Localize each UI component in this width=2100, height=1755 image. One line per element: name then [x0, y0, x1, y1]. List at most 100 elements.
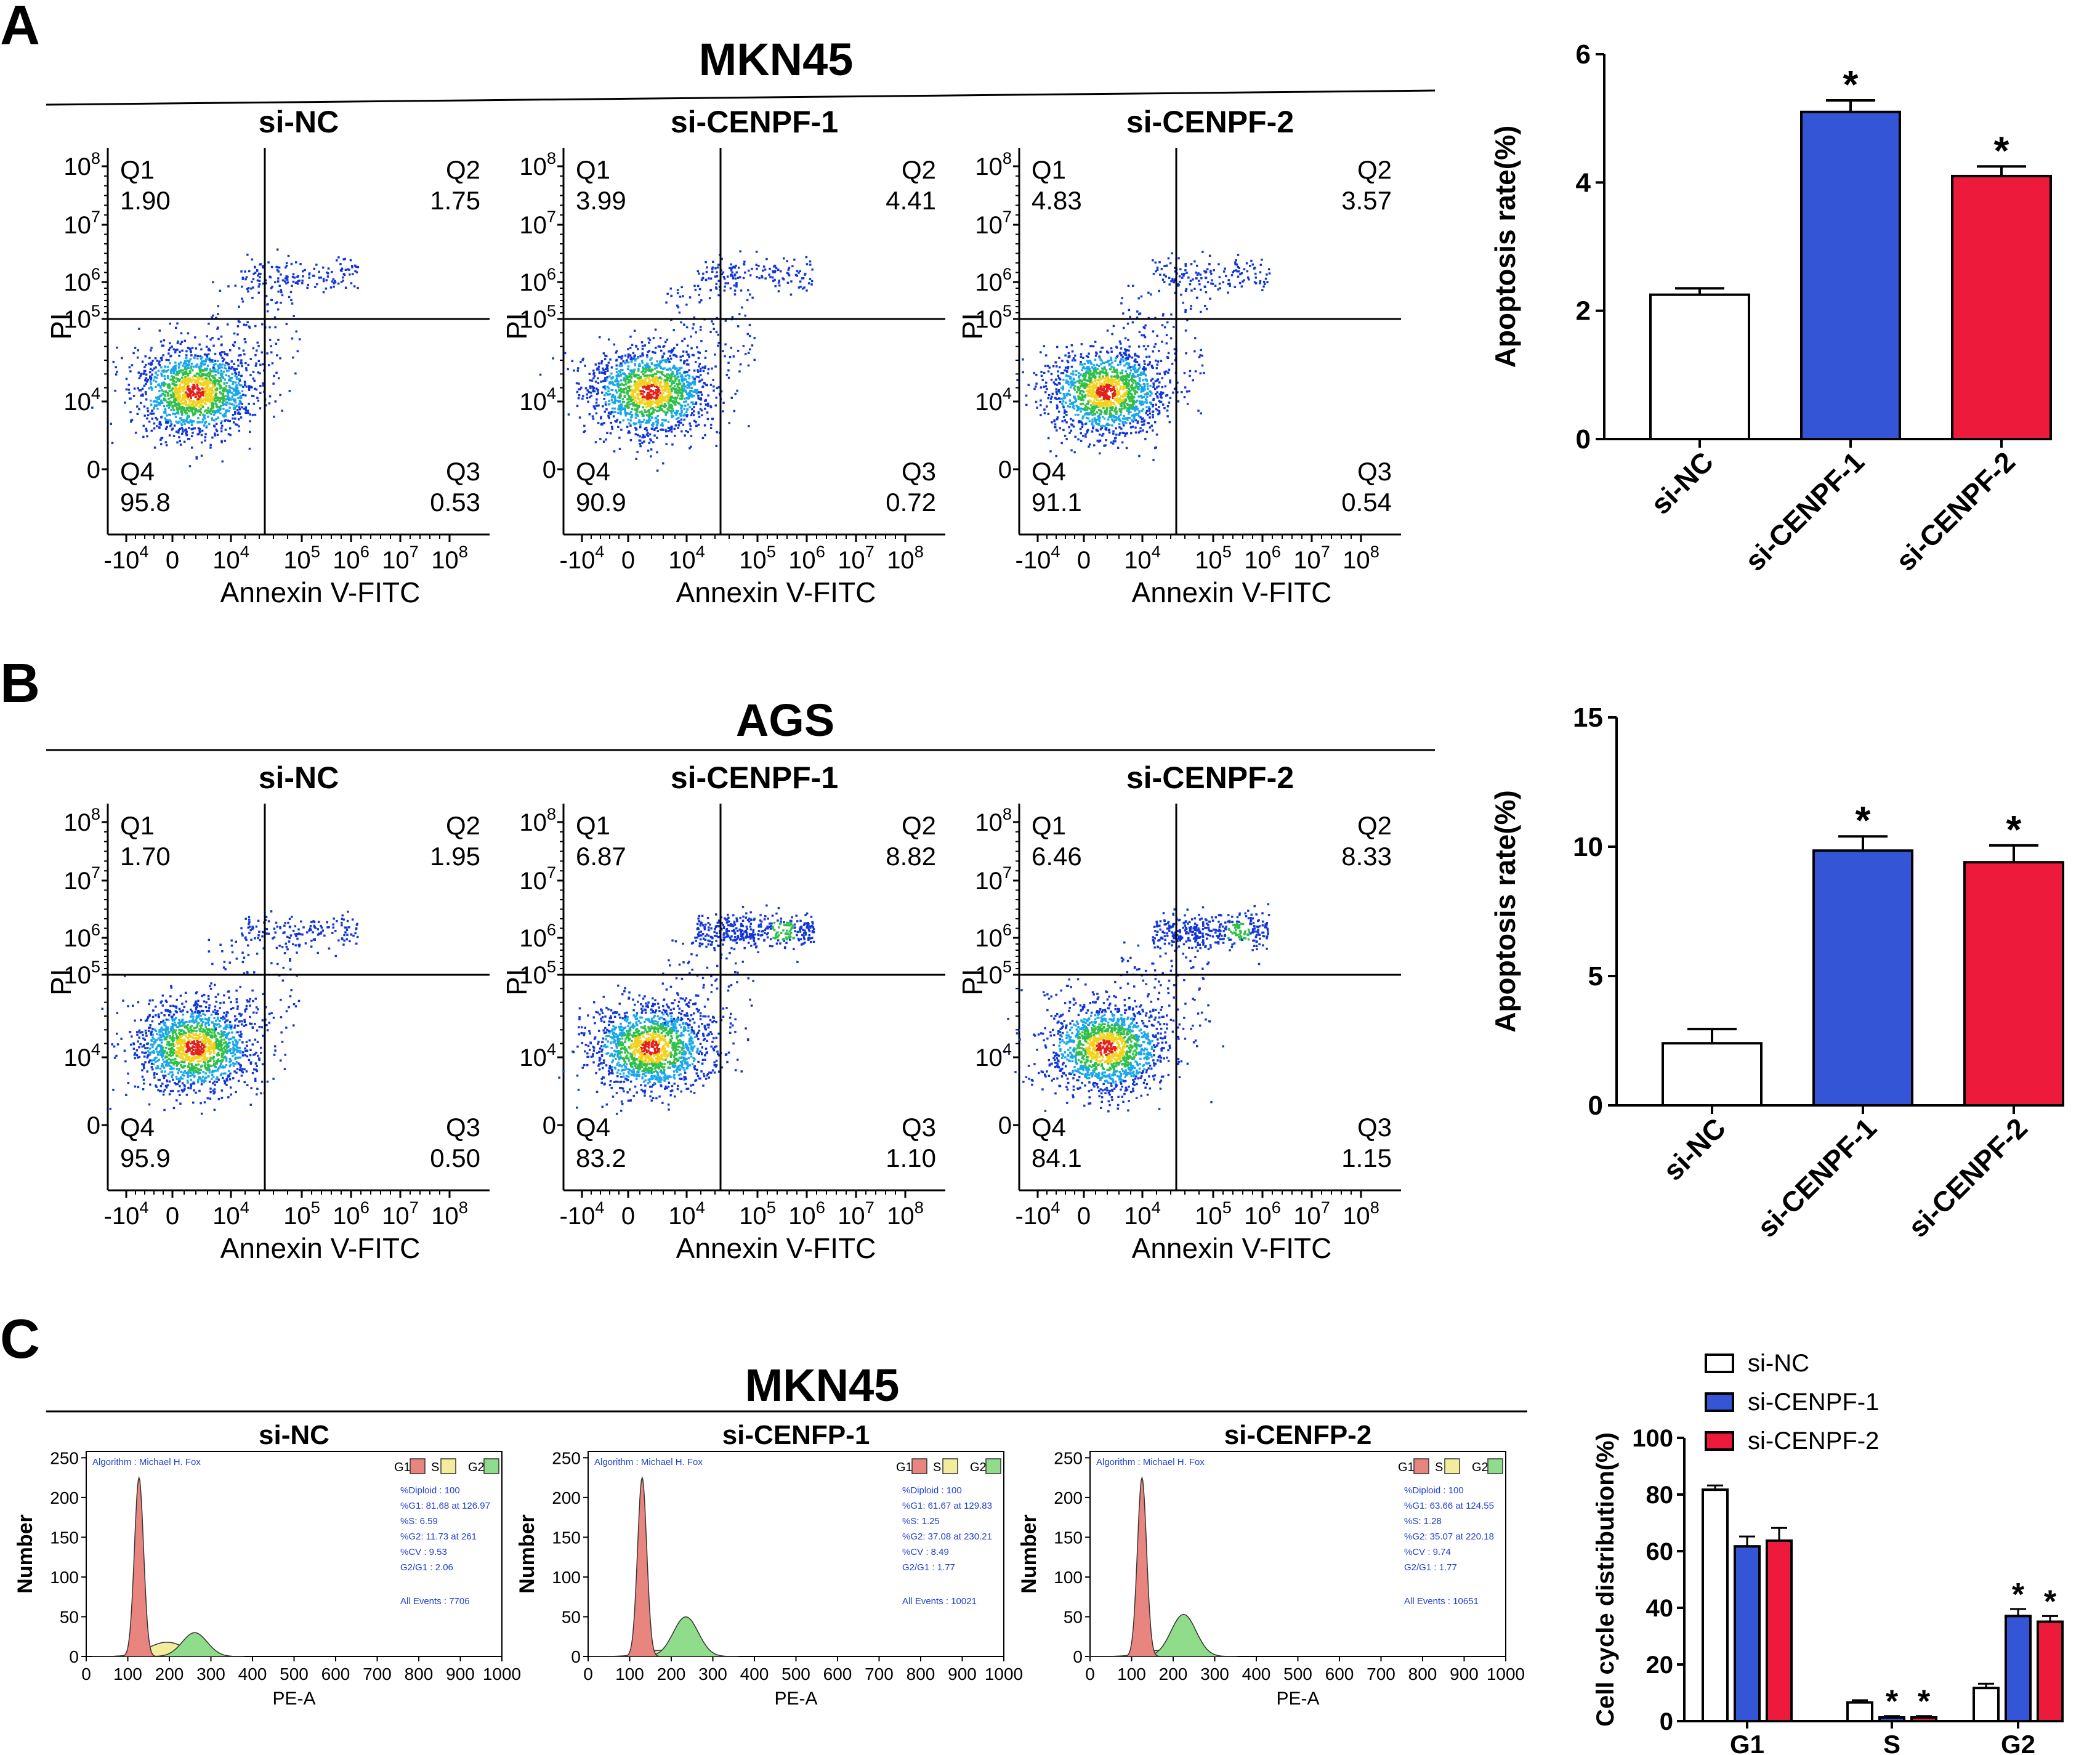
panel-title: AGS: [736, 695, 834, 746]
dot: [160, 394, 163, 397]
dot: [679, 395, 682, 397]
dot: [642, 398, 644, 401]
dot: [201, 379, 204, 381]
dot: [203, 416, 206, 419]
dot: [674, 389, 677, 392]
dot: [209, 358, 211, 361]
dot: [606, 366, 608, 369]
dot: [280, 301, 282, 304]
dot: [1061, 360, 1064, 362]
dot: [185, 379, 188, 382]
dot: [674, 380, 677, 382]
dot: [737, 350, 740, 352]
dot: [318, 276, 321, 279]
dot: [342, 258, 345, 260]
dot: [602, 369, 605, 371]
dot: [174, 413, 177, 416]
dot: [614, 397, 616, 400]
dot: [615, 374, 618, 377]
dot: [220, 430, 223, 433]
dot: [619, 410, 622, 412]
dot: [174, 351, 177, 353]
dot: [678, 367, 681, 369]
dot: [645, 434, 648, 436]
dot: [190, 367, 193, 370]
dot: [1094, 407, 1097, 410]
dot: [1062, 405, 1065, 407]
dot: [1142, 429, 1144, 432]
dot: [666, 338, 669, 341]
x-tick-label: -104: [104, 542, 149, 574]
dot: [155, 381, 158, 383]
dot: [604, 377, 607, 379]
dot: [192, 376, 195, 378]
dot: [353, 285, 356, 288]
dot: [620, 407, 622, 410]
dot: [636, 387, 639, 389]
dot: [1122, 360, 1125, 363]
dot: [1150, 379, 1153, 382]
dot: [1105, 374, 1107, 377]
dot: [1149, 412, 1152, 415]
dot: [655, 392, 658, 395]
dot: [711, 418, 714, 421]
dot: [628, 398, 631, 400]
dot: [1132, 368, 1135, 370]
dot: [1080, 432, 1082, 435]
dot: [809, 260, 812, 263]
dot: [278, 377, 280, 379]
dot: [1111, 406, 1114, 410]
dot: [276, 248, 279, 251]
dot: [182, 408, 184, 410]
dot: [280, 291, 283, 294]
dot: [186, 416, 188, 419]
dot: [1056, 365, 1058, 368]
dot: [1100, 398, 1103, 401]
dot: [1118, 379, 1120, 382]
dot: [729, 287, 732, 289]
dot: [1072, 403, 1074, 405]
y-tick-label-exp: 5: [547, 301, 556, 320]
dot: [222, 399, 225, 401]
dot: [794, 273, 798, 276]
dot: [738, 370, 741, 373]
dot: [722, 410, 724, 413]
dot: [1091, 394, 1094, 397]
dot: [1136, 406, 1138, 409]
dot: [246, 253, 249, 256]
dot: [606, 432, 608, 434]
dot: [733, 274, 736, 277]
dot: [236, 409, 239, 411]
dot: [687, 381, 690, 384]
dot: [666, 390, 669, 393]
dot: [1047, 365, 1049, 367]
dot: [193, 384, 195, 386]
dot: [654, 401, 656, 405]
dot: [631, 371, 633, 373]
dot: [730, 269, 733, 272]
dot: [582, 395, 584, 398]
dot: [716, 317, 718, 320]
dot: [169, 400, 172, 403]
dot: [618, 375, 620, 377]
dot: [710, 424, 713, 426]
dot: [1128, 365, 1130, 367]
dot: [657, 410, 660, 412]
dot: [274, 400, 277, 403]
dot: [669, 368, 672, 371]
dot: [191, 411, 194, 414]
dot: [1056, 407, 1059, 410]
x-tick-label: 104: [212, 542, 249, 574]
dot: [200, 384, 203, 386]
dot: [693, 284, 696, 288]
dot: [1081, 380, 1083, 382]
dot: [218, 377, 221, 379]
dot: [635, 458, 637, 460]
dot: [1126, 367, 1129, 369]
dot: [609, 358, 612, 361]
dot: [1119, 363, 1122, 366]
dot: [1092, 345, 1095, 348]
dot: [1092, 426, 1094, 429]
dot: [650, 397, 652, 400]
dot: [642, 434, 645, 437]
